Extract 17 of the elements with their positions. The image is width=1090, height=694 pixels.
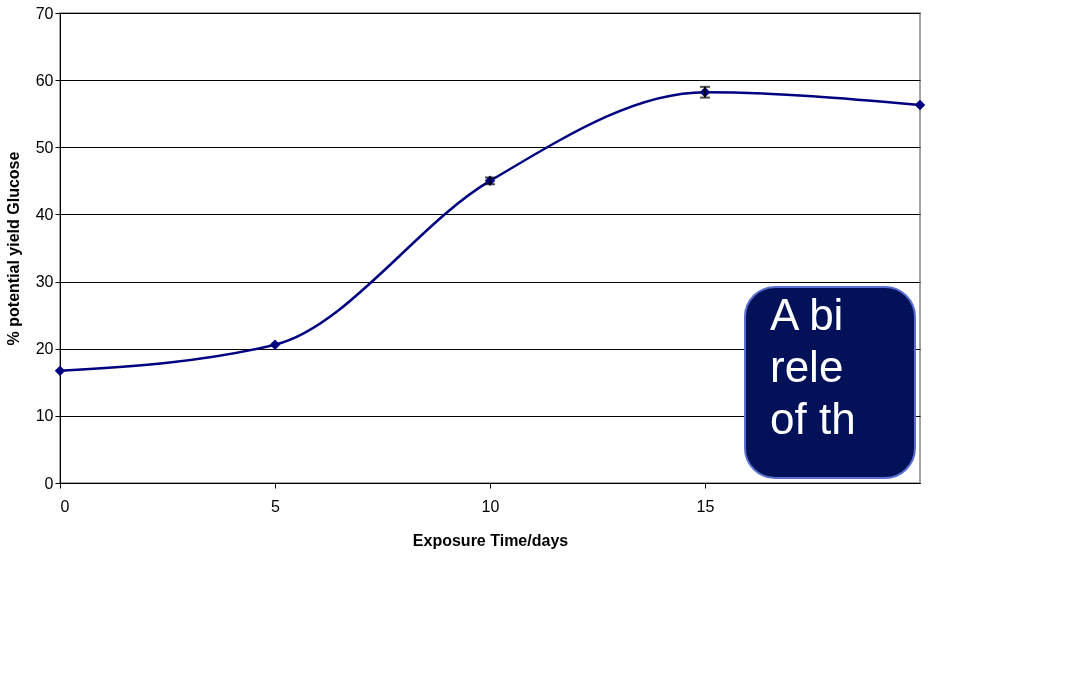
y-tick-label: 0 xyxy=(44,474,54,492)
x-tick-label: 0 xyxy=(60,497,70,515)
y-tick-label: 60 xyxy=(35,71,54,89)
y-tick-label: 20 xyxy=(35,340,54,358)
annotation: of th xyxy=(770,394,856,443)
x-tick-label: 5 xyxy=(271,497,281,515)
y-tick-label: 70 xyxy=(35,4,54,22)
y-tick-label: 10 xyxy=(35,407,54,425)
x-tick-label: 15 xyxy=(696,497,715,515)
y-tick-label: 40 xyxy=(35,205,54,223)
annotation: rele xyxy=(770,342,844,391)
y-tick-label: 30 xyxy=(35,273,54,291)
x-axis-title: Exposure Time/days xyxy=(412,531,569,549)
y-tick-label: 50 xyxy=(35,138,54,156)
x-tick-label: 10 xyxy=(481,497,500,515)
y-axis-title: % potential yield Glucose xyxy=(4,151,22,346)
annotation: A bi xyxy=(770,290,844,339)
